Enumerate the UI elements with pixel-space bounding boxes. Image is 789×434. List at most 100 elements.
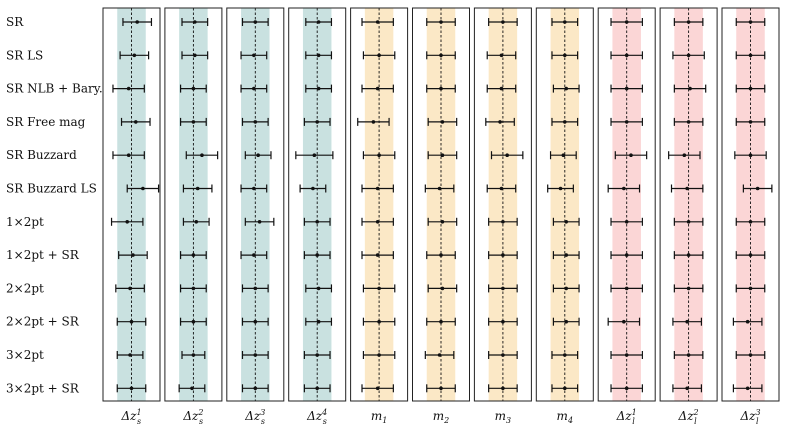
data-point (135, 20, 139, 24)
data-point (191, 353, 196, 357)
panel: Δz2 s (164, 7, 223, 426)
data-point (748, 120, 753, 124)
data-point (195, 186, 200, 191)
data-point (315, 120, 320, 124)
data-point (191, 120, 196, 124)
data-point (624, 86, 629, 91)
row-label: 3×2pt (6, 348, 44, 362)
data-point (256, 153, 260, 157)
data-point (375, 186, 380, 191)
data-point (253, 353, 258, 357)
panel: m4 (535, 7, 594, 425)
data-point (253, 120, 258, 124)
row-label: 2×2pt (6, 281, 44, 295)
panel-frame (535, 7, 594, 402)
data-point (498, 120, 502, 124)
data-point (375, 86, 380, 91)
data-point (564, 286, 569, 291)
data-point (564, 319, 569, 324)
data-point (624, 220, 629, 224)
data-point (624, 53, 629, 58)
data-point (132, 53, 137, 58)
data-point (685, 186, 689, 191)
data-point (563, 353, 567, 357)
data-point (563, 120, 567, 124)
data-point (624, 386, 629, 391)
data-point (440, 286, 445, 291)
panel-frame (721, 7, 780, 402)
column-label: m1 (371, 409, 387, 425)
data-point (315, 220, 320, 224)
data-point (125, 220, 130, 224)
data-point (129, 319, 134, 324)
row-label: SR Buzzard (6, 148, 77, 162)
data-point (191, 253, 196, 257)
data-point (505, 153, 509, 157)
panel: Δz1 s (102, 7, 161, 426)
data-point (190, 386, 194, 391)
panel-frame (473, 7, 532, 402)
column-label: m4 (557, 409, 573, 425)
data-point (316, 53, 321, 58)
panel: m3 (473, 7, 532, 425)
data-point (624, 253, 629, 257)
panel-frame (412, 7, 470, 402)
data-point (129, 386, 134, 391)
data-point (564, 86, 569, 91)
row-labels: SR SR LS SR NLB + Bary. SR Free mag SR Buzza… (6, 15, 103, 395)
data-point (439, 319, 443, 324)
data-point (564, 220, 569, 224)
row-label: SR Buzzard LS (6, 182, 97, 196)
data-point (499, 86, 504, 91)
panel: m1 (350, 7, 409, 425)
data-point (439, 86, 443, 91)
data-point (686, 353, 691, 357)
data-point (558, 186, 563, 191)
data-point (316, 319, 321, 324)
data-point (194, 220, 199, 224)
data-point (622, 186, 626, 191)
data-point (745, 386, 750, 391)
panel: Δz4 s (288, 7, 347, 426)
data-point (748, 220, 753, 224)
panel-frame (288, 7, 347, 402)
data-point (748, 20, 753, 24)
data-point (316, 20, 321, 24)
data-point (312, 153, 317, 157)
column-label: Δz3 s (244, 408, 265, 426)
column-label: m2 (433, 409, 449, 425)
data-point (561, 153, 566, 157)
data-point (501, 353, 505, 357)
data-point (128, 286, 132, 291)
data-point (439, 253, 443, 257)
data-point (439, 20, 443, 24)
data-point (126, 86, 131, 91)
data-point (440, 153, 445, 157)
panel: m2 (412, 7, 470, 425)
data-point (252, 253, 256, 257)
data-point (253, 286, 258, 291)
data-point (748, 86, 753, 91)
data-point (501, 220, 505, 224)
row-label: SR Free mag (6, 115, 86, 129)
data-point (440, 120, 445, 124)
data-point (252, 186, 256, 191)
row-label: 2×2pt + SR (6, 315, 80, 329)
panel-frame (226, 7, 285, 402)
data-point (501, 253, 505, 257)
data-point (439, 386, 443, 391)
data-point (377, 286, 381, 291)
data-point (191, 86, 196, 91)
data-point (748, 353, 753, 357)
data-point (128, 353, 132, 357)
data-point (377, 53, 381, 58)
data-point (377, 319, 381, 324)
data-point (131, 253, 135, 257)
data-point (141, 186, 145, 191)
data-point (253, 319, 258, 324)
panel: Δz1 l (597, 7, 656, 426)
data-point (437, 353, 442, 357)
data-point (126, 153, 131, 157)
row-label: SR (6, 15, 24, 29)
